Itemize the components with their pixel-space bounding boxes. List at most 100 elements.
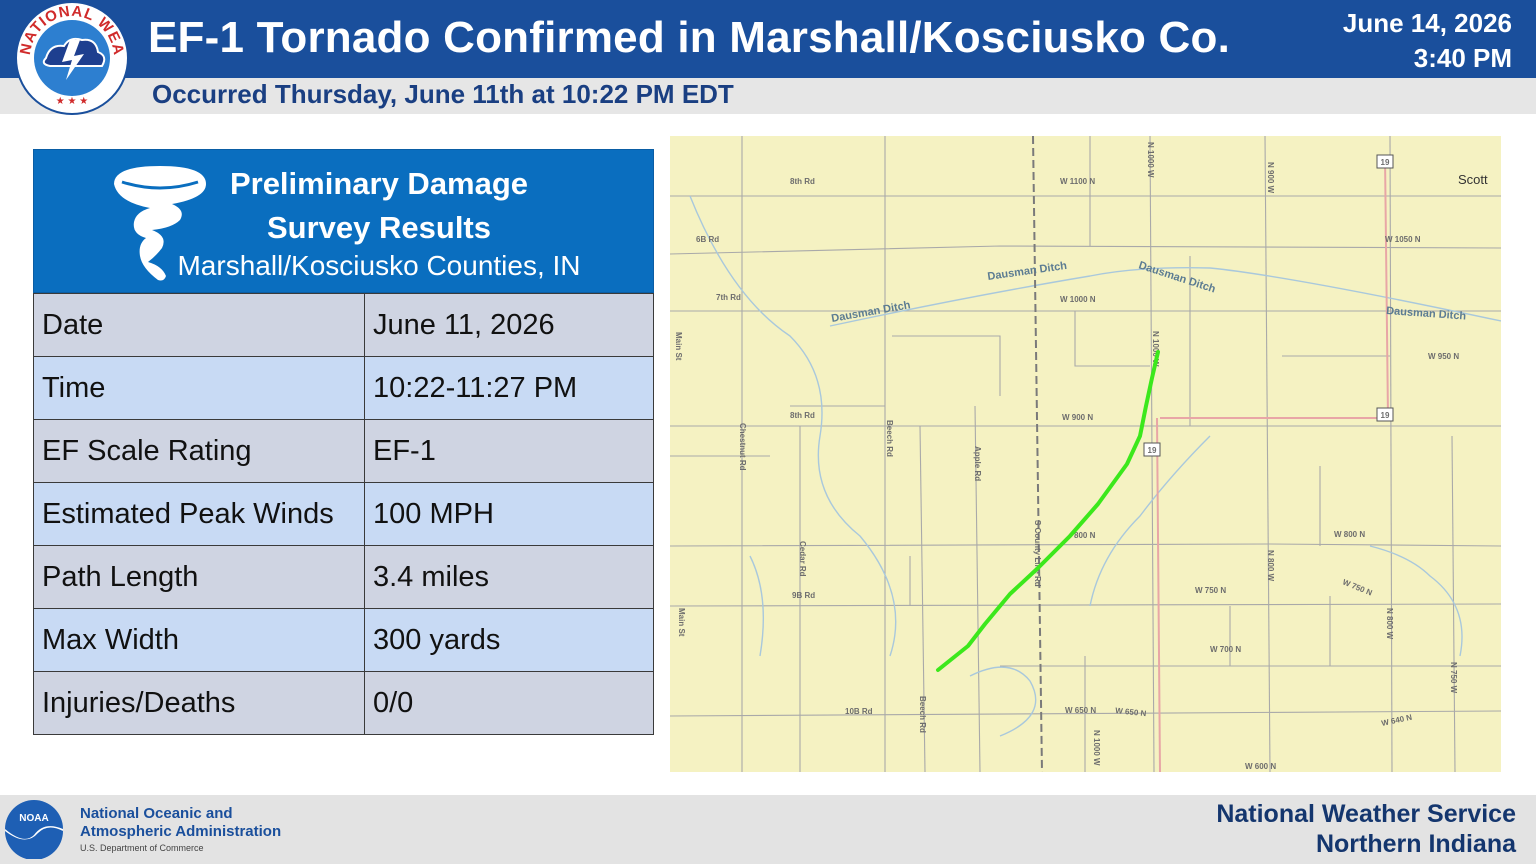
road-label: Chestnut Rd bbox=[738, 423, 747, 471]
road-label: W 950 N bbox=[1428, 352, 1459, 361]
road-label: N 1000 W bbox=[1151, 331, 1160, 367]
noaa-logo-icon: NOAA bbox=[5, 800, 63, 859]
row-label: Injuries/Deaths bbox=[33, 671, 365, 735]
row-label: EF Scale Rating bbox=[33, 419, 365, 483]
shield-label: 19 bbox=[1381, 411, 1390, 420]
nws-logo-icon: NATIONAL WEATHER SERVICE ★ ★ ★ bbox=[10, 0, 129, 115]
row-label: Time bbox=[33, 356, 365, 420]
row-value: 100 MPH bbox=[364, 482, 654, 546]
road-label: 8th Rd bbox=[790, 177, 815, 186]
row-label: Max Width bbox=[33, 608, 365, 672]
road-label: Apple Rd bbox=[973, 446, 982, 481]
streams bbox=[689, 195, 1501, 737]
nws-office-name: National Weather Service Northern Indian… bbox=[1216, 799, 1516, 859]
highway-19 bbox=[1156, 155, 1390, 772]
road-label: N 800 W bbox=[1266, 550, 1275, 582]
road-label: 6B Rd bbox=[696, 235, 719, 244]
card-title-line1: Preliminary Damage bbox=[229, 166, 529, 201]
noaa-badge: NOAA bbox=[19, 813, 48, 824]
ditch-label: Dausman Ditch bbox=[1386, 305, 1467, 323]
road-label: W 1100 N bbox=[1060, 177, 1095, 186]
town-label: Scott bbox=[1458, 172, 1488, 187]
noaa-department: U.S. Department of Commerce bbox=[80, 843, 204, 853]
row-value: 3.4 miles bbox=[364, 545, 654, 609]
county-line bbox=[1032, 136, 1043, 772]
table-row: Path Length 3.4 miles bbox=[33, 545, 654, 609]
road-label: W 800 N bbox=[1334, 530, 1365, 539]
card-title-line2: Survey Results bbox=[267, 210, 491, 245]
row-value: 300 yards bbox=[364, 608, 654, 672]
occurrence-subtitle: Occurred Thursday, June 11th at 10:22 PM… bbox=[152, 79, 734, 109]
road-labels: 8th Rd 6B Rd 7th Rd 8th Rd 9B Rd 10B Rd … bbox=[674, 142, 1488, 771]
ditch-label: Dausman Ditch bbox=[987, 260, 1068, 283]
road-label: N 1000 W bbox=[1092, 730, 1101, 766]
nws-line1: National Weather Service bbox=[1216, 800, 1516, 828]
row-value: 0/0 bbox=[364, 671, 654, 735]
road-label: Beech Rd bbox=[885, 420, 894, 457]
shield-label: 19 bbox=[1381, 158, 1390, 167]
road-label: Beech Rd bbox=[918, 696, 927, 733]
page-title: EF-1 Tornado Confirmed in Marshall/Kosci… bbox=[148, 13, 1231, 62]
survey-results-card: Preliminary Damage Survey Results Marsha… bbox=[33, 149, 654, 735]
tornado-icon bbox=[114, 166, 206, 281]
card-header: Preliminary Damage Survey Results Marsha… bbox=[33, 149, 654, 293]
row-value: 10:22-11:27 PM bbox=[364, 356, 654, 420]
noaa-line1: National Oceanic and bbox=[80, 805, 233, 822]
highway-shields: 19 19 19 bbox=[1143, 154, 1394, 457]
road-label: W 600 N bbox=[1245, 762, 1276, 771]
row-label: Path Length bbox=[33, 545, 365, 609]
card-title: Preliminary Damage Survey Results bbox=[179, 162, 579, 250]
road-grid bbox=[670, 136, 1501, 772]
shield-label: 19 bbox=[1148, 446, 1157, 455]
road-label: Cedar Rd bbox=[798, 541, 807, 577]
table-row: Max Width 300 yards bbox=[33, 608, 654, 672]
road-label: N 750 W bbox=[1449, 662, 1458, 694]
row-value: EF-1 bbox=[364, 419, 654, 483]
subtitle-bar bbox=[0, 78, 1536, 114]
tornado-track-map[interactable]: 19 19 19 8th Rd 6B Rd 7th Rd 8th Rd 9B R… bbox=[670, 136, 1501, 772]
road-label: W 750 N bbox=[1195, 586, 1226, 595]
svg-text:★ ★ ★: ★ ★ ★ bbox=[56, 96, 88, 107]
map-canvas: 19 19 19 8th Rd 6B Rd 7th Rd 8th Rd 9B R… bbox=[670, 136, 1501, 772]
issue-timestamp: June 14, 2026 3:40 PM bbox=[1343, 6, 1512, 76]
road-label: W 650 N bbox=[1115, 706, 1147, 718]
road-label: W 700 N bbox=[1210, 645, 1241, 654]
table-row: Time 10:22-11:27 PM bbox=[33, 356, 654, 420]
table-row: EF Scale Rating EF-1 bbox=[33, 419, 654, 483]
road-label: W 1000 N bbox=[1060, 295, 1096, 304]
ditch-label: Dausman Ditch bbox=[830, 299, 911, 325]
table-row: Date June 11, 2026 bbox=[33, 293, 654, 357]
road-label: 8th Rd bbox=[790, 411, 815, 420]
noaa-name: National Oceanic and Atmospheric Adminis… bbox=[80, 805, 281, 841]
road-label: N 800 W bbox=[1385, 608, 1394, 640]
road-label: S County Line Rd bbox=[1033, 520, 1042, 587]
header-bar bbox=[0, 0, 1536, 78]
noaa-line2: Atmospheric Administration bbox=[80, 823, 282, 840]
issue-date: June 14, 2026 bbox=[1342, 8, 1512, 38]
card-location: Marshall/Kosciusko Counties, IN bbox=[177, 250, 581, 281]
road-label: W 1050 N bbox=[1385, 235, 1421, 244]
tornado-path-track bbox=[936, 350, 1160, 672]
nws-line2: Northern Indiana bbox=[1315, 830, 1516, 858]
road-label: 9B Rd bbox=[792, 591, 815, 600]
table-row: Injuries/Deaths 0/0 bbox=[33, 671, 654, 735]
road-label: N 1000 W bbox=[1146, 142, 1155, 178]
row-label: Estimated Peak Winds bbox=[33, 482, 365, 546]
road-label: N 900 W bbox=[1266, 162, 1275, 194]
road-label: 7th Rd bbox=[716, 293, 741, 302]
issue-time: 3:40 PM bbox=[1413, 43, 1512, 73]
road-label: W 900 N bbox=[1062, 413, 1093, 422]
row-label: Date bbox=[33, 293, 365, 357]
table-row: Estimated Peak Winds 100 MPH bbox=[33, 482, 654, 546]
road-label: 10B Rd bbox=[845, 707, 873, 716]
road-label: 800 N bbox=[1074, 531, 1096, 540]
footer-bar bbox=[0, 795, 1536, 864]
ditch-label: Dausman Ditch bbox=[1137, 259, 1217, 295]
road-label: W 650 N bbox=[1065, 706, 1096, 715]
survey-table: Date June 11, 2026 Time 10:22-11:27 PM E… bbox=[33, 293, 654, 735]
road-label: W 750 N bbox=[1341, 578, 1373, 598]
road-label: Main St bbox=[677, 608, 686, 637]
road-label: Main St bbox=[674, 332, 683, 361]
row-value: June 11, 2026 bbox=[364, 293, 654, 357]
road-label: W 640 N bbox=[1381, 713, 1414, 728]
